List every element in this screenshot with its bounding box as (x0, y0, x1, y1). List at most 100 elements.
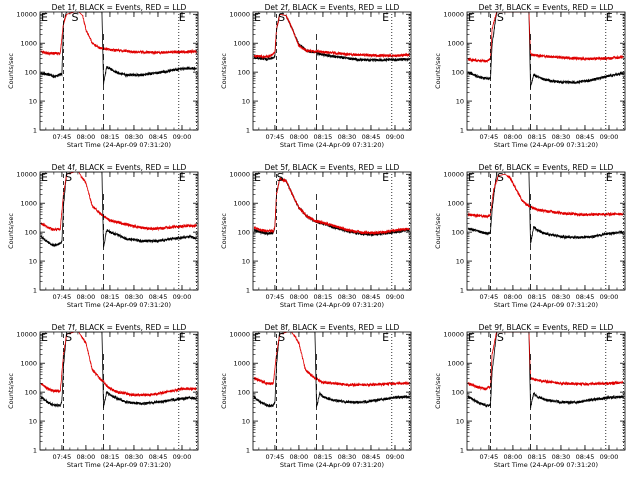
detector-panel: E S E 1 10 100 1000 10000 07:45 08:00 08:15 08:30 08… (7, 163, 199, 309)
x-tick-label: 08:15 (528, 293, 547, 301)
x-tick-label: 08:30 (552, 453, 571, 461)
lld-series-line (40, 332, 197, 397)
x-tick-label: 08:30 (125, 453, 144, 461)
x-tick-label: 08:45 (576, 453, 595, 461)
lld-series-line (253, 177, 410, 236)
event-marker-label: E (179, 171, 186, 184)
y-tick-label: 100 (25, 68, 37, 76)
event-marker-label: E (41, 331, 48, 344)
x-axis-label: Start Time (24-Apr-09 07:31:20) (280, 461, 384, 469)
x-axis-label: Start Time (24-Apr-09 07:31:20) (494, 301, 598, 309)
event-marker-label: S (65, 331, 72, 344)
x-tick-label: 07:45 (53, 453, 72, 461)
detector-panel: E S E 1 10 100 1000 10000 07:45 08:00 08:15 08:30 08… (434, 3, 626, 149)
x-tick-label: 08:30 (552, 133, 571, 141)
x-tick-label: 07:45 (480, 293, 499, 301)
x-tick-label: 09:00 (173, 133, 192, 141)
plot-frame (39, 331, 199, 451)
x-axis-label: Start Time (24-Apr-09 07:31:20) (494, 141, 598, 149)
events-series-line (40, 172, 197, 248)
event-marker-label: E (382, 11, 389, 24)
events-series-line (253, 332, 410, 408)
y-tick-label: 1000 (233, 360, 250, 368)
lld-series-line (467, 173, 624, 219)
event-marker-label: E (382, 331, 389, 344)
y-axis-label: Counts/sec (434, 213, 442, 249)
event-marker-label: E (254, 11, 261, 24)
x-tick-label: 08:15 (101, 453, 120, 461)
x-tick-label: 07:45 (480, 133, 499, 141)
x-tick-label: 08:45 (362, 453, 381, 461)
event-marker-label: S (65, 171, 72, 184)
x-tick-label: 08:00 (77, 453, 96, 461)
x-axis-label: Start Time (24-Apr-09 07:31:20) (280, 301, 384, 309)
event-marker-label: E (468, 171, 475, 184)
x-tick-label: 08:45 (149, 453, 168, 461)
y-tick-label: 10000 (16, 171, 37, 179)
x-tick-label: 08:15 (314, 293, 333, 301)
plot-frame (252, 11, 412, 131)
y-tick-label: 10000 (16, 331, 37, 339)
event-marker-label: E (468, 11, 475, 24)
x-tick-label: 08:30 (338, 453, 357, 461)
event-marker-label: S (276, 171, 283, 184)
event-marker-label: E (606, 171, 613, 184)
plot-frame (39, 11, 199, 131)
events-series-line (467, 12, 624, 89)
x-tick-label: 07:45 (266, 293, 285, 301)
detector-panel: E S E 1 10 100 1000 10000 07:45 08:00 08:15 08:30 08… (434, 163, 626, 309)
events-series-line (253, 177, 410, 238)
x-tick-label: 08:30 (125, 133, 144, 141)
y-tick-label: 100 (25, 228, 37, 236)
y-tick-label: 10 (29, 97, 37, 105)
panel-title: Det 1f, BLACK = Events, RED = LLD (52, 3, 187, 12)
y-tick-label: 1 (33, 286, 37, 294)
x-tick-label: 08:45 (149, 293, 168, 301)
x-tick-label: 09:00 (173, 453, 192, 461)
events-series-line (40, 12, 197, 85)
x-tick-label: 08:00 (504, 453, 523, 461)
y-tick-label: 1000 (447, 360, 464, 368)
x-axis-label: Start Time (24-Apr-09 07:31:20) (494, 461, 598, 469)
panel-title: Det 4f, BLACK = Events, RED = LLD (52, 163, 187, 172)
plot-frame (39, 171, 199, 291)
y-tick-label: 1 (246, 126, 250, 134)
detector-panel: E S E 1 10 100 1000 10000 07:45 08:00 08:15 08:30 08… (220, 3, 412, 149)
plot-frame (252, 331, 412, 451)
y-axis-label: Counts/sec (220, 373, 228, 409)
detector-panel: E S E 1 10 100 1000 10000 07:45 08:00 08:15 08:30 08… (220, 163, 412, 309)
x-tick-label: 07:45 (53, 133, 72, 141)
events-series-line (467, 172, 624, 245)
y-tick-label: 100 (238, 388, 250, 396)
x-tick-label: 08:15 (314, 453, 333, 461)
lld-series-line (253, 332, 410, 388)
y-tick-label: 100 (238, 228, 250, 236)
y-tick-label: 1 (246, 286, 250, 294)
lld-series-line (467, 332, 624, 391)
event-marker-label: S (278, 331, 285, 344)
y-tick-label: 1000 (447, 200, 464, 208)
events-series-line (467, 332, 624, 409)
y-tick-label: 1000 (20, 360, 37, 368)
y-axis-label: Counts/sec (7, 53, 15, 89)
y-tick-label: 1 (33, 126, 37, 134)
y-axis-label: Counts/sec (7, 213, 15, 249)
event-marker-label: E (606, 331, 613, 344)
y-tick-label: 10000 (16, 11, 37, 19)
event-marker-label: S (278, 11, 285, 24)
detector-panel: E S E 1 10 100 1000 10000 07:45 08:00 08:15 08:30 08… (7, 3, 199, 149)
x-tick-label: 09:00 (386, 453, 405, 461)
y-tick-label: 10000 (443, 171, 464, 179)
panel-title: Det 6f, BLACK = Events, RED = LLD (479, 163, 614, 172)
panel-title: Det 9f, BLACK = Events, RED = LLD (479, 323, 614, 332)
panel-title: Det 2f, BLACK = Events, RED = LLD (265, 3, 400, 12)
x-tick-label: 09:00 (600, 133, 619, 141)
events-series-line (40, 332, 197, 409)
y-tick-label: 100 (452, 388, 464, 396)
event-marker-label: E (179, 331, 186, 344)
y-tick-label: 10 (242, 257, 250, 265)
lld-series-line (253, 13, 410, 59)
x-tick-label: 08:45 (576, 133, 595, 141)
event-marker-label: E (41, 11, 48, 24)
y-tick-label: 1000 (233, 200, 250, 208)
